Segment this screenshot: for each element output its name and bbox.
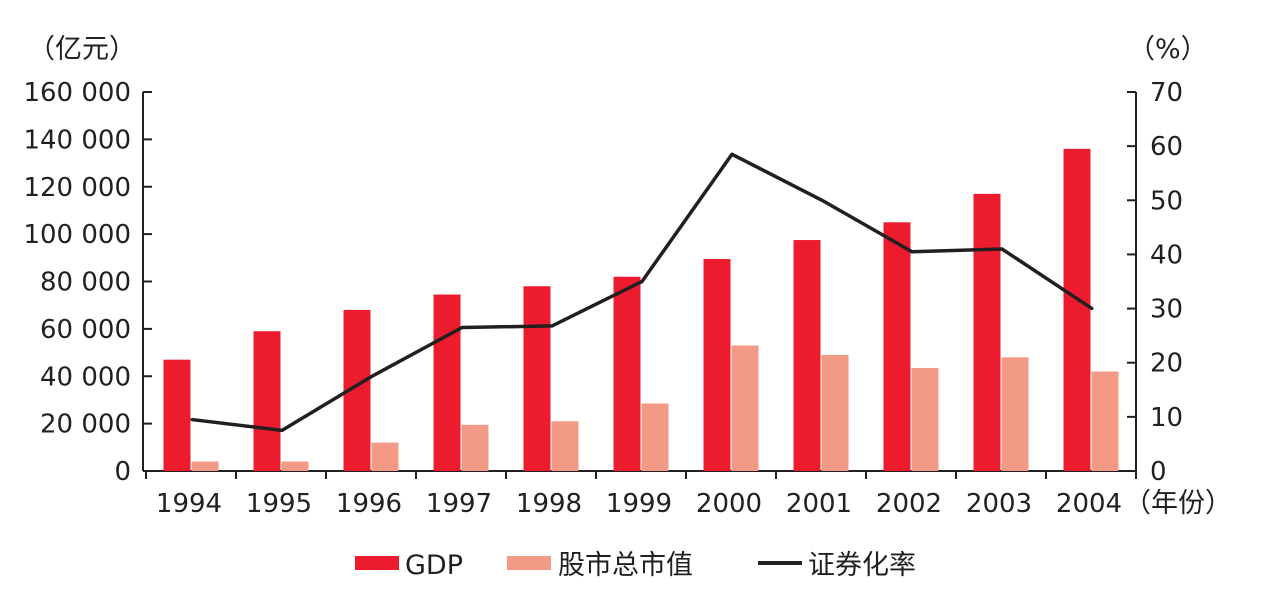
left-axis-tick-label: 60 000: [40, 315, 131, 345]
x-axis-tick-label: 1999: [606, 489, 672, 519]
securitization-rate-point-2004: [1090, 307, 1094, 311]
securitization-rate-point-1999: [640, 280, 644, 283]
x-axis-tick-label: 1994: [156, 489, 222, 519]
right-axis-tick-label: 70: [1150, 78, 1183, 108]
bar-series-2001: [821, 354, 849, 471]
bar-gdp-2002: [883, 222, 911, 471]
right-axis-tick-label: 10: [1150, 403, 1183, 433]
bar-series-1995: [281, 461, 309, 471]
bar-gdp-1995: [253, 331, 281, 471]
x-axis: 1994 1995 1996 1997 1998 1999 2000 2001 2002 2003…: [143, 470, 1137, 519]
right-axis-unit: （%）: [1128, 34, 1208, 65]
securitization-rate-point-1994: [190, 418, 194, 422]
legend-swatch-gdp: [355, 556, 399, 570]
securitization-rate-point-1995: [280, 428, 284, 432]
left-axis-tick-label: 20 000: [40, 410, 131, 440]
legend-label-market-cap: 股市总市值: [558, 550, 693, 581]
x-axis-tick-label: 2002: [876, 489, 942, 519]
securitization-rate-point-2001: [820, 198, 824, 202]
right-axis-tick-label: 20: [1150, 349, 1183, 379]
bar-series-2000: [731, 345, 759, 471]
securitization-rate-point-2002: [910, 250, 914, 254]
left-axis-tick-label: 80 000: [40, 268, 131, 298]
line-series-group: [190, 152, 1094, 433]
bar-series-1999: [641, 403, 669, 471]
securitization-rate-point-2003: [1000, 247, 1004, 251]
right-y-axis: 0 10 20 30 40 50 60 70: [1127, 78, 1183, 487]
bar-series-1994: [191, 461, 219, 471]
right-axis-tick-label: 60: [1150, 132, 1183, 162]
left-axis-tick-label: 120 000: [23, 173, 131, 203]
x-axis-tick-label: 1996: [336, 489, 402, 519]
right-axis-tick-label: 50: [1150, 186, 1183, 216]
legend-label-gdp: GDP: [405, 550, 463, 581]
bar-series-1996: [371, 442, 399, 471]
legend: GDP 股市总市值 证券化率: [355, 550, 916, 581]
bar-gdp-1997: [433, 294, 461, 471]
x-axis-tick-label: 1998: [516, 489, 582, 519]
left-y-axis: 0 20 000 40 000 60 000 80 000 100 000 120 000 1…: [23, 78, 152, 487]
legend-label-securitization: 证券化率: [808, 550, 916, 581]
left-axis-tick-label: 40 000: [40, 362, 131, 392]
bar-series-2004: [1091, 371, 1119, 471]
left-axis-tick-label: 0: [114, 457, 131, 487]
x-axis-unit: （年份）: [1124, 488, 1232, 519]
securitization-rate-point-1996: [370, 374, 374, 378]
x-axis-tick-label: 2003: [966, 489, 1032, 519]
securitization-rate-line: [191, 152, 1093, 433]
bar-series-2003: [1001, 357, 1029, 471]
bar-gdp-2003: [973, 193, 1001, 471]
x-axis-tick-label: 2000: [696, 489, 762, 519]
x-axis-tick-label: 2001: [786, 489, 852, 519]
bar-gdp-2004: [1063, 148, 1091, 471]
bar-series-group: [163, 148, 1119, 471]
left-axis-tick-label: 100 000: [23, 220, 131, 250]
bar-gdp-1998: [523, 286, 551, 471]
right-axis-tick-label: 0: [1150, 457, 1167, 487]
securitization-rate-point-1997: [460, 326, 464, 330]
x-axis-tick-label: 1995: [246, 489, 312, 519]
bar-series-2002: [911, 367, 939, 471]
left-axis-unit: （亿元）: [28, 34, 136, 65]
bar-gdp-1994: [163, 359, 191, 471]
legend-swatch-market-cap: [507, 556, 551, 570]
left-axis-tick-label: 160 000: [23, 78, 131, 108]
right-axis-tick-label: 40: [1150, 240, 1183, 270]
bar-gdp-1999: [613, 276, 641, 471]
bar-gdp-2001: [793, 240, 821, 471]
x-axis-tick-label: 1997: [426, 489, 492, 519]
x-axis-tick-label: 2004: [1056, 489, 1122, 519]
left-axis-tick-label: 140 000: [23, 125, 131, 155]
right-axis-tick-label: 30: [1150, 295, 1183, 325]
securitization-rate-point-1998: [550, 324, 554, 328]
bar-gdp-2000: [703, 258, 731, 471]
bar-series-1998: [551, 421, 579, 471]
bar-series-1997: [461, 424, 489, 471]
securitization-rate-point-2000: [730, 152, 734, 156]
